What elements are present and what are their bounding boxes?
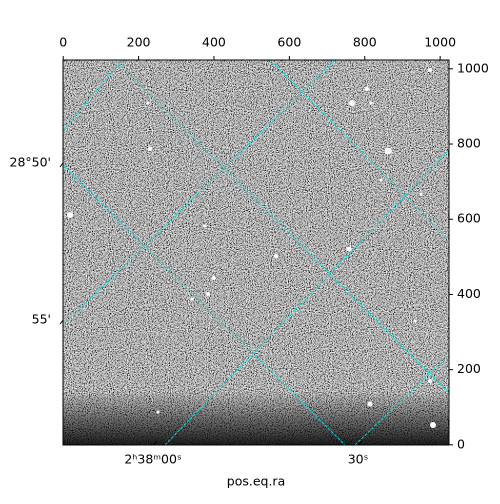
stars xyxy=(67,68,436,428)
ra-tick xyxy=(152,440,158,446)
x-tick-label: 800 xyxy=(353,35,377,50)
ra-tick xyxy=(357,440,363,446)
ra-tick-label: 2ʰ38ᵐ00ˢ xyxy=(124,452,181,467)
dec-tick xyxy=(59,162,64,168)
plot-frame xyxy=(62,59,450,446)
ra-tick-label: 30ˢ xyxy=(348,452,369,467)
sky-image xyxy=(63,60,449,445)
y-tick-label: 0 xyxy=(457,436,465,451)
dec-tick-label: 28°50' xyxy=(10,155,52,170)
coordinate-grid xyxy=(63,60,449,445)
dec-tick-label: 55' xyxy=(32,312,51,327)
x-tick-label: 400 xyxy=(202,35,226,50)
dec-tick xyxy=(59,319,64,325)
x-axis-label: pos.eq.ra xyxy=(227,474,285,489)
x-tick-label: 200 xyxy=(127,35,151,50)
y-tick-label: 200 xyxy=(457,361,481,376)
y-tick-label: 800 xyxy=(457,136,481,151)
x-tick-label: 1000 xyxy=(424,35,456,50)
x-tick-label: 0 xyxy=(59,35,67,50)
y-tick-label: 600 xyxy=(457,211,481,226)
y-tick-label: 1000 xyxy=(457,60,489,75)
y-tick-label: 400 xyxy=(457,286,481,301)
x-tick-label: 600 xyxy=(277,35,301,50)
